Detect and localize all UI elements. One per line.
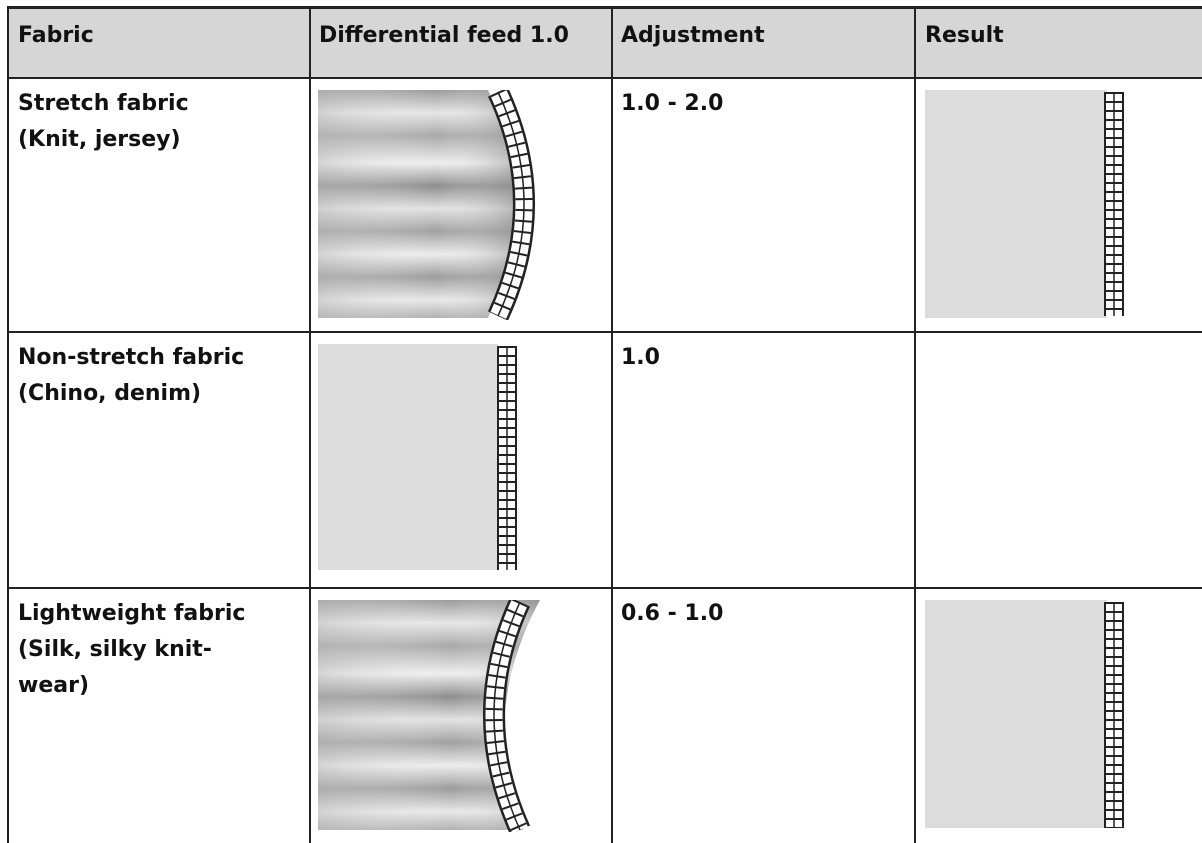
text: (Chino, denim) (18, 381, 202, 406)
text: Non-stretch fabric (18, 345, 245, 370)
fabric-cell: Non-stretch fabric (Chino, denim) (18, 340, 244, 412)
fabric-illustration (318, 90, 535, 320)
header-cell: Fabric (18, 23, 94, 48)
header-cell: Differential feed 1.0 (319, 23, 569, 48)
fabric-illustration (318, 600, 540, 832)
text: (Silk, silky knit- (18, 637, 212, 662)
adjustment-cell: 1.0 (621, 345, 660, 370)
text: Lightweight fabric (18, 601, 246, 626)
text: (Knit, jersey) (18, 127, 181, 152)
fabric-cell: Lightweight fabric (Silk, silky knit- we… (18, 596, 245, 704)
border (914, 6, 916, 843)
border (8, 6, 1202, 9)
adjustment-cell: 0.6 - 1.0 (621, 601, 724, 626)
border (8, 587, 1202, 589)
border (7, 6, 9, 843)
border (611, 6, 613, 843)
text: Stretch fabric (18, 91, 189, 116)
border (8, 77, 1202, 79)
header-row (8, 8, 1202, 78)
adjustment-cell: 1.0 - 2.0 (621, 91, 724, 116)
header-cell: Adjustment (621, 23, 765, 48)
border (8, 331, 1202, 333)
text: wear) (18, 673, 89, 698)
result-illustration (925, 600, 1124, 828)
header-cell: Result (925, 23, 1004, 48)
fabric-illustration (318, 344, 517, 570)
fabric-cell: Stretch fabric (Knit, jersey) (18, 86, 189, 158)
result-illustration (925, 90, 1124, 318)
border (309, 6, 311, 843)
